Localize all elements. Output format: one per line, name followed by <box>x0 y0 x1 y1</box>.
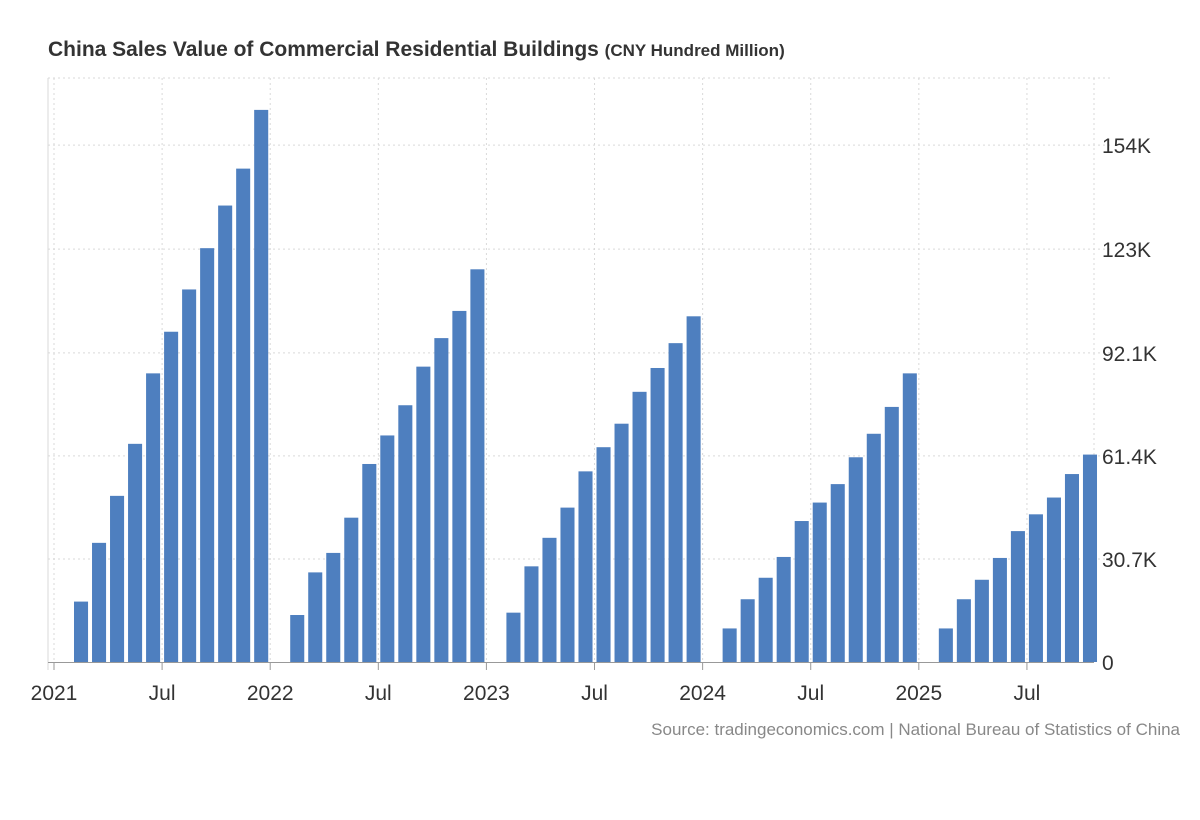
bar <box>398 405 413 662</box>
bar <box>1010 531 1025 662</box>
label-layer: 0 30.7K 61.4K 92.1K 123K 154K 2021 Jul 2022 Jul 20… <box>31 135 1157 705</box>
bar <box>938 628 953 662</box>
y-tick-label: 154K <box>1102 135 1151 158</box>
bar <box>542 537 557 662</box>
bar <box>200 248 215 663</box>
x-tick-label: Jul <box>581 682 608 705</box>
bar <box>92 542 107 662</box>
bar <box>650 367 665 662</box>
bar <box>614 423 629 662</box>
bar <box>254 109 269 662</box>
bar <box>902 373 917 662</box>
y-tick-label: 61.4K <box>1102 446 1157 469</box>
bar <box>452 310 467 662</box>
x-tick-label: Jul <box>1014 682 1041 705</box>
bar <box>596 447 611 662</box>
bar <box>344 517 359 662</box>
x-tick-label: 2021 <box>31 682 78 705</box>
bar <box>830 484 845 662</box>
bar <box>74 601 89 662</box>
bar <box>794 521 809 662</box>
bar <box>506 612 521 662</box>
bar <box>326 552 341 662</box>
y-tick-label: 0 <box>1102 652 1114 675</box>
bar <box>1064 474 1079 662</box>
chart-unit: (CNY Hundred Million) <box>604 41 785 60</box>
bar <box>290 615 305 662</box>
bar <box>416 366 431 662</box>
x-tick-label: Jul <box>365 682 392 705</box>
bar <box>560 507 575 662</box>
bar <box>632 391 647 662</box>
bar <box>182 289 197 662</box>
bar <box>380 435 395 662</box>
source-note: Source: tradingeconomics.com | National … <box>651 720 1180 739</box>
bar <box>884 406 899 662</box>
bar <box>308 572 323 662</box>
bar <box>470 269 485 662</box>
bar <box>164 331 179 662</box>
x-tick-label: 2025 <box>895 682 942 705</box>
bar <box>128 443 143 662</box>
axis-layer <box>47 78 1094 670</box>
bar <box>740 599 755 662</box>
x-tick-label: Jul <box>149 682 176 705</box>
bar <box>434 338 449 662</box>
bar <box>146 373 161 662</box>
bar <box>866 433 881 662</box>
bar <box>1028 514 1043 662</box>
y-tick-label: 92.1K <box>1102 343 1157 366</box>
bar <box>1082 454 1098 662</box>
bar <box>722 628 737 662</box>
bar <box>668 343 683 662</box>
bar <box>362 463 377 662</box>
x-tick-label: 2023 <box>463 682 510 705</box>
bar <box>524 566 539 662</box>
x-tick-label: 2022 <box>247 682 294 705</box>
bar <box>812 502 827 662</box>
x-tick-label: Jul <box>797 682 824 705</box>
bar <box>758 577 773 662</box>
bar <box>218 205 233 663</box>
bar <box>110 495 125 662</box>
bar <box>956 599 971 662</box>
bar <box>1046 497 1061 662</box>
bar <box>686 316 701 662</box>
y-tick-label: 30.7K <box>1102 549 1157 572</box>
bar-layer <box>74 109 1098 663</box>
bar <box>236 168 251 662</box>
bar <box>578 471 593 662</box>
bar <box>992 557 1007 662</box>
chart-title-text: China Sales Value of Commercial Resident… <box>48 38 599 61</box>
bar <box>776 556 791 662</box>
y-tick-label: 123K <box>1102 239 1151 262</box>
chart-title: China Sales Value of Commercial Resident… <box>48 38 785 62</box>
bar <box>848 457 863 662</box>
bar <box>974 579 989 662</box>
x-tick-label: 2024 <box>679 682 726 705</box>
